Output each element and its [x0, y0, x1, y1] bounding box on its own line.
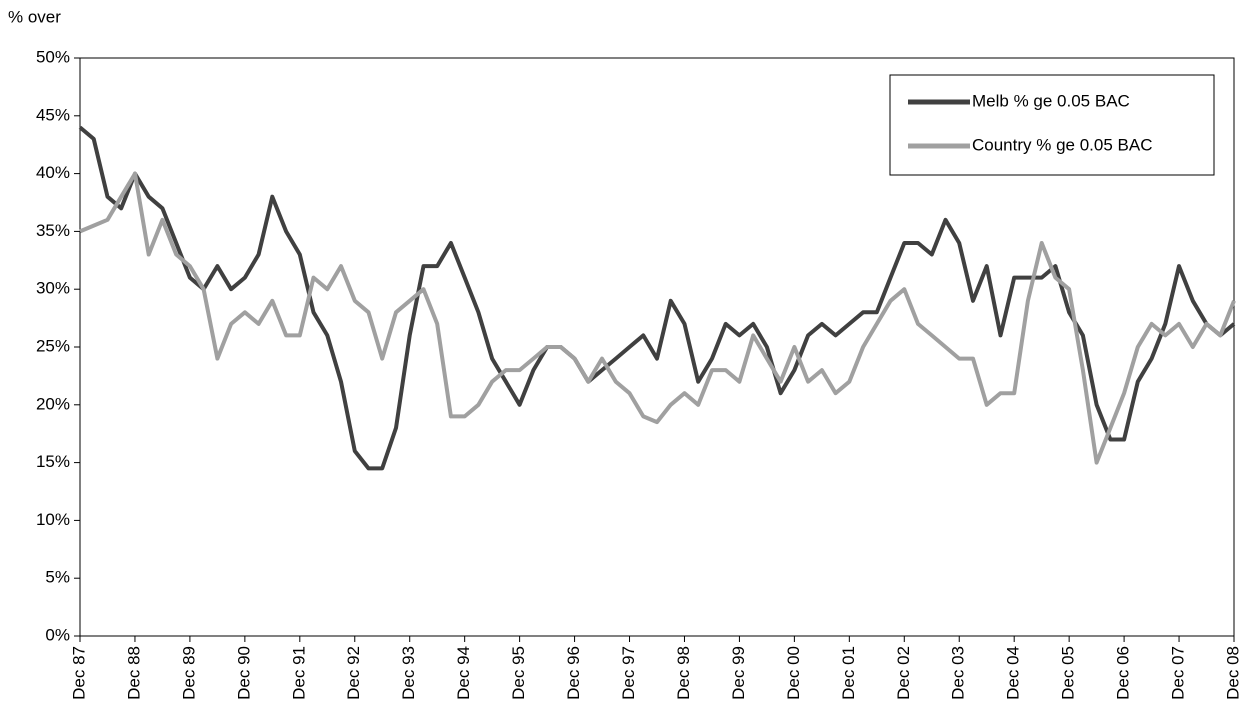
y-tick-label: 35%: [36, 221, 70, 240]
x-tick-label: Dec 90: [234, 646, 253, 700]
x-tick-label: Dec 00: [784, 646, 803, 700]
x-tick-label: Dec 02: [894, 646, 913, 700]
x-tick-label: Dec 01: [839, 646, 858, 700]
series-line: [78, 125, 1236, 471]
x-tick-label: Dec 87: [69, 646, 88, 700]
y-tick-label: 50%: [36, 47, 70, 66]
y-tick-label: 40%: [36, 163, 70, 182]
x-tick-label: Dec 88: [124, 646, 143, 700]
x-tick-label: Dec 08: [1223, 646, 1242, 700]
x-tick-label: Dec 96: [564, 646, 583, 700]
x-tick-label: Dec 92: [344, 646, 363, 700]
x-tick-label: Dec 06: [1114, 646, 1133, 700]
legend-box: [889, 74, 1215, 176]
x-tick-label: Dec 93: [399, 646, 418, 700]
x-tick-label: Dec 97: [619, 646, 638, 700]
legend-label: Melb % ge 0.05 BAC: [972, 91, 1130, 110]
series-line: [79, 171, 1236, 465]
x-tick-label: Dec 05: [1059, 646, 1078, 700]
x-tick-label: Dec 95: [509, 646, 528, 700]
y-tick-label: 45%: [36, 105, 70, 124]
x-tick-label: Dec 99: [729, 646, 748, 700]
y-tick-label: 15%: [36, 452, 70, 471]
x-tick-label: Dec 89: [179, 646, 198, 700]
x-tick-label: Dec 94: [454, 646, 473, 700]
y-tick-label: 20%: [36, 394, 70, 413]
x-tick-label: Dec 98: [674, 646, 693, 700]
y-tick-label: 0%: [45, 625, 70, 644]
y-tick-label: 10%: [36, 510, 70, 529]
x-tick-label: Dec 03: [949, 646, 968, 700]
x-tick-label: Dec 91: [289, 646, 308, 700]
y-tick-label: 30%: [36, 279, 70, 298]
legend-label: Country % ge 0.05 BAC: [972, 135, 1152, 154]
x-tick-label: Dec 04: [1004, 646, 1023, 700]
y-tick-label: 5%: [45, 568, 70, 587]
x-tick-label: Dec 07: [1169, 646, 1188, 700]
y-tick-label: 25%: [36, 336, 70, 355]
y-axis-label: % over: [8, 7, 61, 26]
